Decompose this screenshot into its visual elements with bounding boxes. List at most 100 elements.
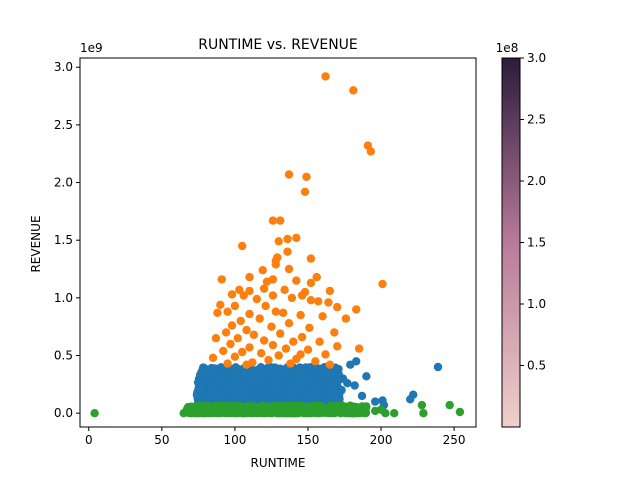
scatter-point	[362, 402, 371, 411]
scatter-point	[284, 170, 294, 179]
scatter-point	[292, 354, 301, 364]
scatter-point	[198, 368, 207, 377]
colorbar-tick-label: 1.5	[527, 236, 546, 250]
scatter-point	[325, 286, 335, 296]
scatter-point	[250, 385, 259, 394]
scatter-point	[244, 404, 253, 413]
y-tick-label: 1.0	[54, 291, 73, 305]
scatter-point	[292, 276, 301, 285]
scatter-point	[304, 377, 313, 386]
scatter-point	[331, 408, 340, 417]
scatter-point	[226, 339, 235, 349]
colorbar-offset-label: 1e8	[496, 41, 519, 55]
scatter-point	[271, 307, 280, 316]
scatter-point	[90, 409, 99, 418]
scatter-point	[284, 319, 294, 328]
scatter-point	[445, 400, 454, 410]
scatter-point	[228, 370, 238, 379]
scatter-point	[362, 372, 371, 381]
scatter-point	[252, 294, 261, 304]
scatter-point	[314, 383, 323, 392]
scatter-point	[366, 147, 375, 156]
scatter-point	[229, 405, 238, 414]
colorbar-ticks: 0.5 1.0 1.5 2.0 2.5 3.0	[520, 51, 546, 373]
scatter-point	[264, 355, 273, 365]
scatter-point	[406, 395, 415, 404]
scatter-point	[280, 285, 289, 294]
scatter-point	[217, 275, 226, 284]
scatter-point	[262, 277, 272, 286]
scatter-point	[390, 409, 399, 418]
x-axis-ticks: 0 50 100 150 200 250	[85, 427, 466, 447]
scatter-point	[216, 300, 225, 309]
scatter-point	[292, 233, 301, 243]
scatter-point	[253, 365, 263, 374]
scatter-point	[227, 321, 237, 330]
scatter-point	[260, 379, 269, 389]
scatter-point	[213, 308, 222, 317]
scatter-point	[433, 362, 443, 372]
scatter-point	[286, 359, 295, 368]
scatter-point	[371, 397, 380, 406]
scatter-point	[318, 312, 327, 321]
scatter-point	[283, 374, 292, 383]
scatter-point	[227, 290, 237, 299]
colorbar-tick-label: 2.5	[527, 113, 546, 127]
scatter-point	[221, 328, 231, 337]
scatter-point	[288, 407, 297, 416]
scatter-point	[281, 408, 290, 417]
scatter-point	[312, 272, 321, 282]
scatter-point	[290, 388, 299, 397]
scatter-point	[352, 305, 361, 314]
y-tick-label: 0.5	[54, 349, 73, 363]
scatter-point	[357, 391, 367, 401]
scatter-point	[211, 383, 220, 392]
scatter-point	[455, 407, 465, 417]
scatter-point	[264, 369, 273, 379]
scatter-point	[233, 334, 242, 343]
scatter-point	[211, 334, 221, 343]
colorbar-tick-label: 2.0	[527, 174, 546, 188]
scatter-point	[238, 347, 247, 357]
scatter-point	[349, 86, 358, 95]
scatter-point	[261, 301, 270, 311]
scatter-point	[245, 272, 254, 282]
scatter-point	[276, 216, 285, 225]
y-tick-label: 2.0	[54, 176, 73, 190]
scatter-point	[183, 405, 193, 414]
scatter-point	[302, 172, 311, 181]
scatter-point	[419, 409, 428, 418]
scatter-point	[351, 406, 360, 416]
scatter-point	[276, 329, 285, 338]
scatter-point	[274, 365, 284, 374]
scatter-point	[265, 408, 275, 417]
scatter-point	[245, 309, 254, 319]
scatter-point	[315, 337, 324, 346]
scatter-point	[242, 360, 251, 369]
scatter-point	[283, 247, 292, 256]
scatter-point	[204, 408, 213, 418]
scatter-point	[338, 404, 348, 413]
scatter-point	[204, 379, 213, 389]
scatter-point	[230, 352, 240, 361]
plot-frame	[79, 57, 477, 428]
scatter-point	[328, 382, 337, 391]
scatter-point	[249, 330, 259, 339]
scatter-point	[333, 302, 342, 312]
scatter-point	[230, 301, 240, 311]
scatter-point	[223, 359, 232, 368]
scatter-point	[306, 296, 316, 305]
scatter-point	[323, 408, 333, 417]
scatter-point	[281, 344, 291, 353]
scatter-point	[272, 382, 281, 392]
scatter-point	[354, 344, 364, 353]
colorbar-tick-label: 0.5	[527, 359, 546, 373]
scatter-point	[274, 237, 283, 246]
y-axis-ticks: 0.0 0.5 1.0 1.5 2.0 2.5 3.0	[54, 60, 80, 420]
scatter-point	[259, 336, 269, 345]
scatter-point	[223, 307, 232, 316]
scatter-point	[376, 405, 386, 414]
scatter-point	[296, 310, 305, 320]
scatter-point	[216, 376, 225, 385]
